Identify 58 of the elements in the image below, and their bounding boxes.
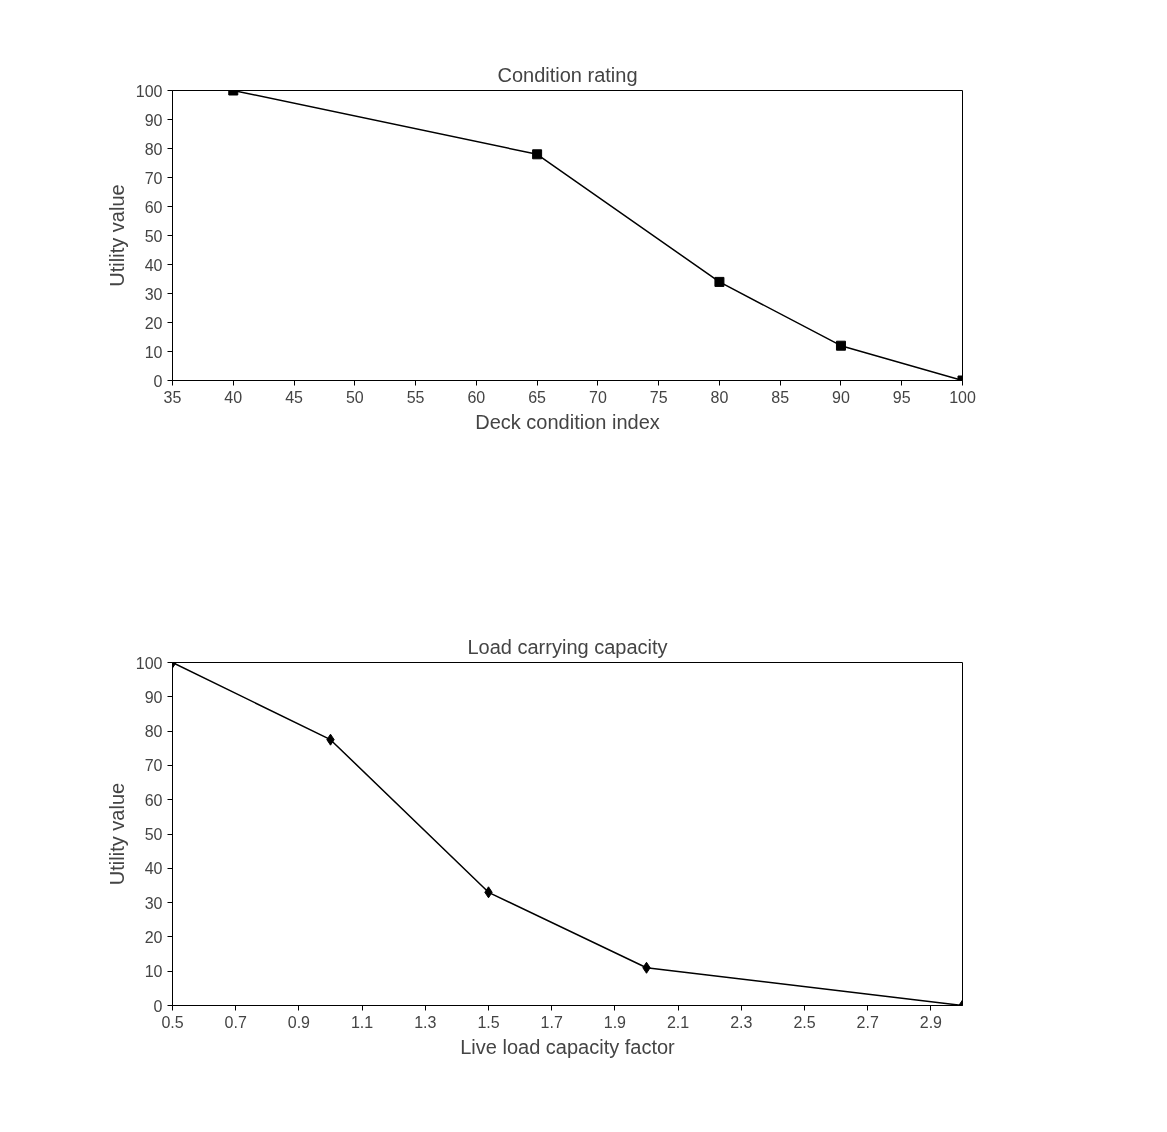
- x-tick-label: 1.7: [540, 1013, 563, 1031]
- x-tick-label: 85: [771, 388, 790, 406]
- y-tick-label: 20: [144, 928, 163, 946]
- y-tick-label: 10: [144, 343, 163, 361]
- point: [532, 149, 543, 160]
- y-tick-label: 60: [144, 198, 163, 216]
- x-tick-label: 80: [710, 388, 729, 406]
- chart-title: Condition rating: [497, 63, 638, 86]
- y-tick-label: 0: [153, 372, 163, 390]
- y-tick-label: 80: [144, 140, 163, 158]
- y-tick-label: 40: [144, 860, 163, 878]
- y-tick-label: 90: [144, 688, 163, 706]
- y-tick-label: 40: [144, 256, 163, 274]
- y-tick-label: 80: [144, 723, 163, 741]
- x-tick-label: 70: [588, 388, 607, 406]
- x-tick-label: 60: [467, 388, 486, 406]
- x-tick-label: 0.5: [161, 1013, 184, 1031]
- x-tick-label: 35: [163, 388, 182, 406]
- x-tick-label: 2.9: [919, 1013, 943, 1031]
- x-tick-label: 0.9: [287, 1013, 311, 1031]
- x-tick-label: 65: [528, 388, 547, 406]
- x-tick-label: 100: [949, 388, 976, 406]
- x-tick-label: 2.7: [856, 1013, 879, 1031]
- y-tick-label: 30: [144, 894, 163, 912]
- y-tick-label: 20: [144, 314, 163, 332]
- x-tick-label: 50: [345, 388, 364, 406]
- x-tick-label: 1.3: [414, 1013, 437, 1031]
- point: [714, 276, 725, 287]
- y-tick-label: 60: [144, 791, 163, 809]
- x-tick-label: 1.9: [603, 1013, 627, 1031]
- x-tick-label: 75: [649, 388, 668, 406]
- x-tick-label: 1.1: [350, 1013, 374, 1031]
- x-tick-label: 2.3: [730, 1013, 753, 1031]
- y-tick-label: 100: [135, 654, 163, 672]
- x-tick-label: 1.5: [477, 1013, 500, 1031]
- y-axis-title: Utility value: [105, 782, 128, 886]
- chart-title: Load carrying capacity: [467, 635, 668, 658]
- y-tick-label: 70: [144, 169, 163, 187]
- x-tick-label: 45: [285, 388, 304, 406]
- y-tick-label: 50: [144, 227, 163, 245]
- x-tick-label: 90: [832, 388, 850, 406]
- y-tick-label: 100: [135, 82, 163, 100]
- x-tick-label: 95: [892, 388, 911, 406]
- y-tick-label: 0: [153, 997, 163, 1015]
- y-tick-label: 50: [144, 826, 163, 843]
- x-tick-label: 40: [224, 388, 243, 406]
- y-tick-label: 30: [144, 285, 163, 303]
- x-axis-title: Deck condition index: [475, 410, 660, 433]
- x-tick-label: 55: [406, 388, 425, 406]
- y-tick-label: 90: [144, 111, 163, 129]
- x-tick-label: 2.5: [793, 1013, 816, 1031]
- y-axis-title: Utility value: [105, 184, 128, 287]
- y-tick-label: 10: [144, 963, 163, 981]
- x-tick-label: 0.7: [224, 1013, 247, 1031]
- point: [835, 340, 846, 351]
- y-tick-label: 70: [144, 757, 163, 775]
- x-axis-title: Live load capacity factor: [460, 1035, 676, 1058]
- x-tick-label: 2.1: [666, 1013, 690, 1031]
